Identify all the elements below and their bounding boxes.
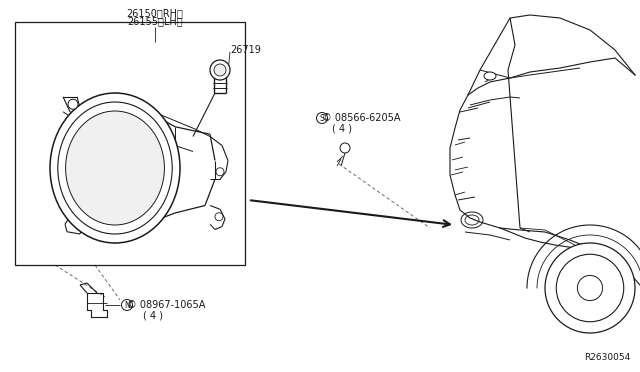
Ellipse shape xyxy=(58,102,172,234)
Circle shape xyxy=(556,254,624,322)
Ellipse shape xyxy=(65,111,164,225)
Text: 26150＜RH＞: 26150＜RH＞ xyxy=(127,8,184,18)
Text: N: N xyxy=(124,301,130,310)
Text: S: S xyxy=(319,113,324,122)
Text: © 08566-6205A: © 08566-6205A xyxy=(322,113,401,123)
Text: R2630054: R2630054 xyxy=(584,353,630,362)
Circle shape xyxy=(68,99,78,109)
Text: ( 4 ): ( 4 ) xyxy=(143,310,163,320)
Circle shape xyxy=(122,299,132,311)
Circle shape xyxy=(214,64,226,76)
Text: © 08967-1065A: © 08967-1065A xyxy=(127,300,205,310)
Circle shape xyxy=(577,275,603,301)
Circle shape xyxy=(216,168,224,176)
Ellipse shape xyxy=(50,93,180,243)
Text: 26155＜LH＞: 26155＜LH＞ xyxy=(127,16,183,26)
Text: 26719: 26719 xyxy=(230,45,261,55)
Circle shape xyxy=(317,112,328,124)
Circle shape xyxy=(545,243,635,333)
Circle shape xyxy=(215,213,223,221)
Ellipse shape xyxy=(484,72,496,80)
Circle shape xyxy=(340,143,350,153)
Circle shape xyxy=(210,60,230,80)
Bar xyxy=(15,22,245,265)
Text: ( 4 ): ( 4 ) xyxy=(332,123,352,133)
